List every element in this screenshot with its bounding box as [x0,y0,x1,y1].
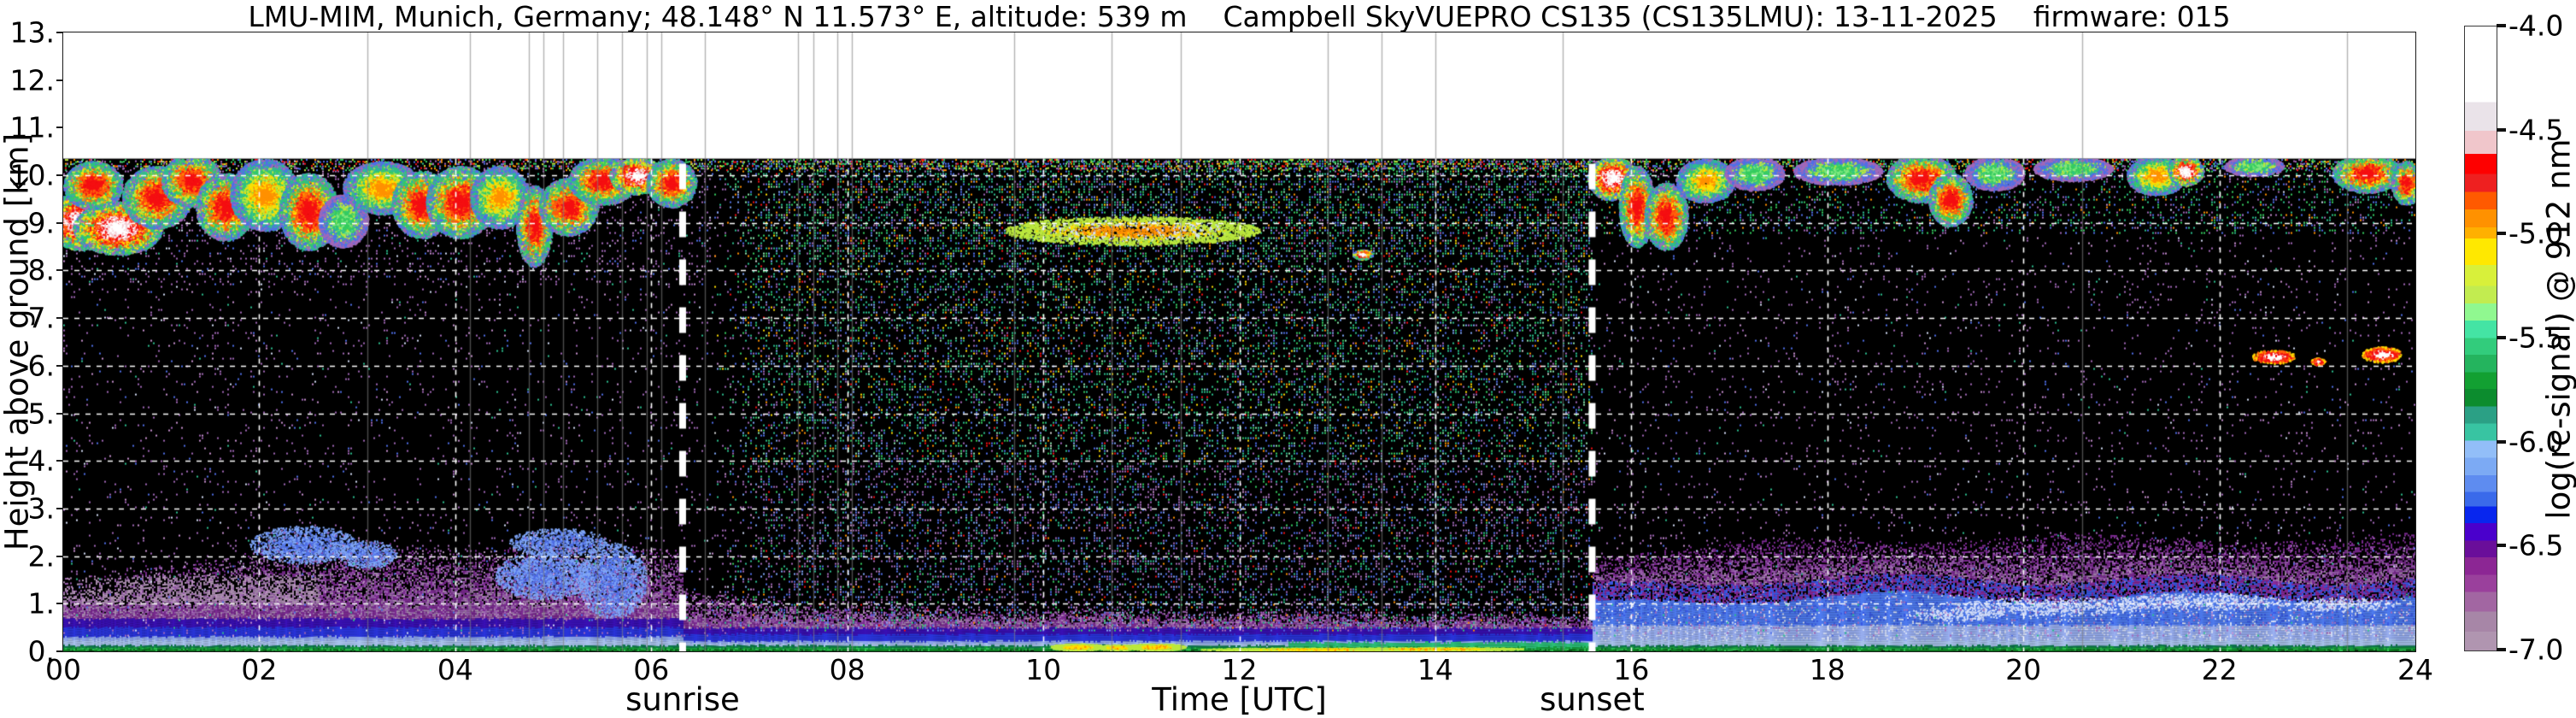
y-tick-label: 8. [0,254,55,287]
colorbar-tick-label: -4.0 [2509,9,2563,43]
colorbar [2464,26,2497,651]
x-tick-label: 10 [1025,653,1061,686]
colorbar-tick-mark [2497,648,2506,651]
y-tick-mark [56,222,63,224]
y-tick-mark [56,413,63,415]
y-tick-label: 9. [0,206,55,239]
y-tick-label: 0. [0,635,55,668]
plot-area [62,32,2416,652]
y-tick-label: 13. [0,16,55,50]
y-tick-label: 3. [0,491,55,525]
x-axis-label: Time [UTC] [1152,681,1327,718]
heatmap-canvas [63,32,2415,651]
sunset-label: sunset [1540,681,1645,718]
colorbar-tick-mark [2497,336,2506,339]
y-tick-label: 6. [0,349,55,382]
y-tick-label: 2. [0,539,55,573]
y-tick-mark [56,460,63,462]
x-tick-label: 02 [241,653,277,686]
y-tick-mark [56,127,63,128]
colorbar-label: log(rc-signal) @ 912 nm [2541,138,2576,519]
y-tick-label: 12. [0,63,55,97]
colorbar-tick-mark [2497,24,2506,27]
colorbar-tick-mark [2497,440,2506,444]
y-tick-label: 1. [0,587,55,621]
y-tick-label: 10. [0,159,55,192]
x-tick-label: 18 [1810,653,1845,686]
y-tick-mark [56,556,63,557]
y-tick-mark [56,269,63,271]
y-tick-mark [56,603,63,604]
y-tick-mark [56,650,63,652]
y-tick-mark [56,32,63,33]
plot-title: LMU-MIM, Munich, Germany; 48.148° N 11.5… [63,0,2415,33]
colorbar-tick-label: -6.5 [2509,529,2563,562]
y-tick-mark [56,79,63,81]
x-tick-label: 08 [830,653,866,686]
colorbar-tick-mark [2497,544,2506,547]
x-tick-label: 24 [2397,653,2433,686]
y-tick-mark [56,508,63,509]
colorbar-tick-label: -7.0 [2509,633,2563,667]
y-tick-label: 5. [0,397,55,430]
y-tick-mark [56,174,63,176]
colorbar-tick-mark [2497,128,2506,132]
x-tick-label: 14 [1417,653,1453,686]
y-tick-mark [56,317,63,319]
y-tick-label: 11. [0,111,55,144]
colorbar-tick-mark [2497,232,2506,235]
x-tick-label: 22 [2202,653,2238,686]
x-tick-label: 04 [437,653,473,686]
y-tick-label: 7. [0,302,55,335]
x-tick-label: 20 [2005,653,2041,686]
y-tick-mark [56,365,63,367]
sunrise-label: sunrise [625,681,740,718]
y-tick-label: 4. [0,444,55,478]
y-axis-label: Height above ground [km] [0,133,36,550]
